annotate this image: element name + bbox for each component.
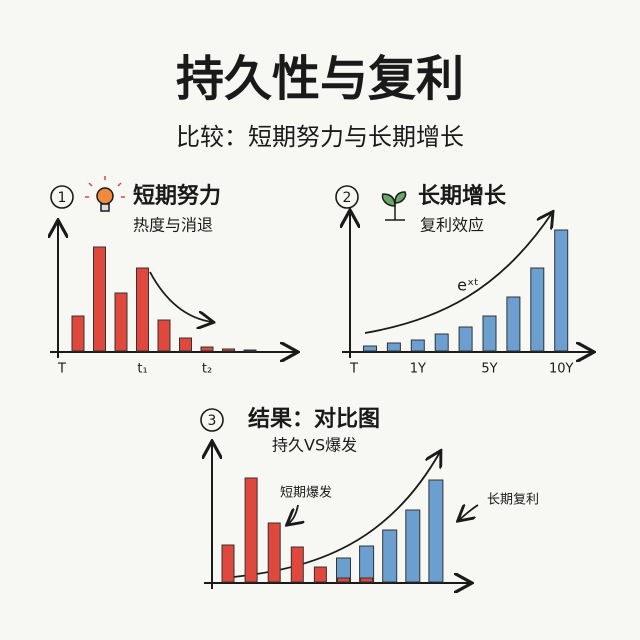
bar: [221, 544, 235, 583]
bar: [506, 296, 521, 352]
bar: [313, 566, 327, 583]
x-tick-label: t₂: [202, 362, 212, 377]
page-subtitle: 比较：短期努力与长期增长: [176, 123, 464, 151]
bar: [244, 477, 258, 583]
page-title: 持久性与复利: [176, 51, 464, 107]
chart-title: 长期增长: [418, 183, 507, 209]
chart-subtitle: 热度与消退: [133, 216, 213, 235]
bar: [243, 349, 257, 352]
bar: [363, 345, 377, 352]
bar: [290, 546, 304, 583]
bar: [458, 326, 473, 352]
chart-subtitle: 复利效应: [420, 216, 484, 235]
chart-title: 结果：对比图: [248, 406, 380, 432]
x-tick-label: 10Y: [549, 362, 574, 377]
annotation: eˣᵗ: [457, 276, 479, 295]
bar: [482, 315, 497, 352]
bar: [530, 267, 545, 352]
series-label: 长期复利: [487, 493, 539, 508]
pointer-arrow: [288, 504, 298, 524]
plant-icon: [381, 191, 407, 221]
bar: [222, 348, 235, 352]
chart-number: 1: [58, 190, 67, 206]
bar: [386, 342, 401, 352]
bar: [337, 577, 350, 583]
bar: [179, 337, 192, 352]
bar: [267, 522, 281, 583]
chart-subtitle: 持久VS爆发: [272, 436, 357, 455]
bar: [382, 529, 398, 583]
bar: [405, 509, 421, 583]
bulb-icon: [85, 176, 125, 212]
number-circle: [50, 185, 74, 209]
number-circle: [200, 408, 224, 432]
bar: [114, 292, 128, 352]
x-tick-label: 1Y: [410, 362, 426, 377]
bar: [554, 229, 569, 352]
bar: [360, 577, 374, 583]
chart-title: 短期努力: [133, 183, 221, 209]
series-label: 短期爆发: [280, 485, 332, 501]
growth-arrow: [364, 213, 552, 334]
chart-number: 2: [343, 190, 352, 206]
bar: [157, 319, 171, 352]
bar: [93, 246, 106, 352]
bar: [71, 315, 85, 352]
x-tick-label: t₁: [137, 362, 147, 377]
bar: [136, 267, 149, 352]
bar: [428, 479, 444, 583]
chart-number: 3: [208, 413, 217, 429]
bar: [359, 545, 375, 583]
growth-arrow: [221, 452, 440, 579]
origin-label: T: [349, 362, 358, 377]
pointer-arrow: [459, 505, 479, 520]
bar: [434, 333, 449, 352]
x-tick-label: 5Y: [481, 362, 497, 377]
bar: [410, 339, 425, 352]
origin-label: T: [57, 362, 66, 377]
decay-arrow: [149, 271, 212, 322]
bar: [200, 346, 214, 352]
